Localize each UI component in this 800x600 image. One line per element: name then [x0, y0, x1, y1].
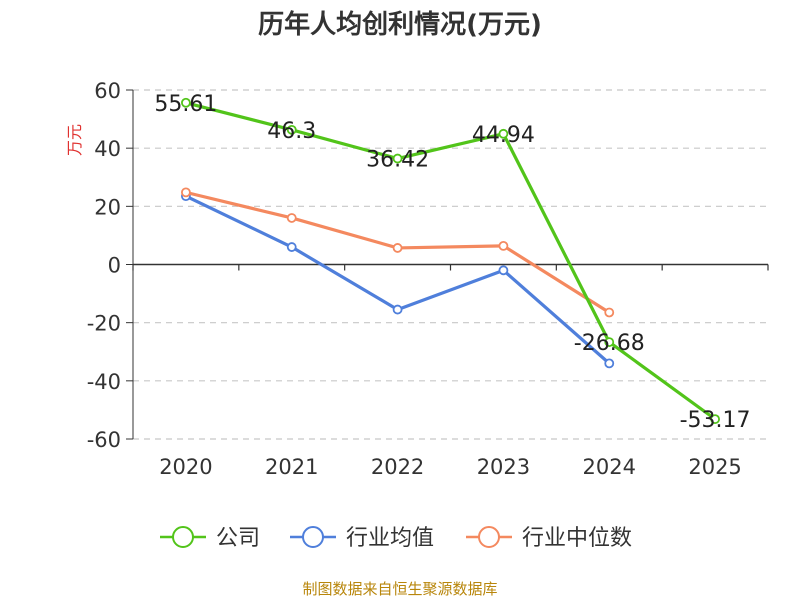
series-line-0	[185, 101, 717, 421]
data-point	[604, 337, 615, 347]
data-point	[604, 358, 615, 369]
x-tick-label: 2020	[159, 455, 212, 479]
chart-title: 历年人均创利情况(万元)	[258, 10, 542, 40]
y-tick-label: 60	[94, 79, 121, 103]
data-label: 44.94	[472, 123, 535, 148]
x-tick-label: 2022	[371, 455, 424, 479]
legend-label: 公司	[216, 526, 260, 551]
y-tick-label: -60	[87, 428, 121, 452]
data-point	[392, 243, 403, 253]
y-tick-label: -20	[87, 312, 121, 336]
source-note: 制图数据来自恒生聚源数据库	[302, 580, 498, 598]
legend-marker	[302, 526, 324, 548]
x-tick-label: 2024	[583, 455, 636, 479]
x-tick-label: 2025	[688, 455, 741, 479]
legend-marker	[478, 526, 500, 548]
data-point	[286, 242, 297, 252]
data-label: 46.3	[267, 119, 316, 144]
data-label: 55.61	[154, 92, 217, 117]
data-point	[710, 414, 720, 425]
data-point	[392, 153, 403, 164]
y-axis-label: 万元	[65, 124, 84, 156]
legend-label: 行业均值	[346, 526, 434, 551]
x-tick-label: 2021	[265, 455, 318, 479]
data-point	[498, 128, 509, 139]
data-point	[604, 307, 615, 318]
data-label: -26.68	[574, 331, 645, 356]
data-point	[181, 97, 191, 108]
data-label: -53.17	[680, 408, 751, 433]
legend-label: 行业中位数	[522, 526, 632, 551]
legend-marker	[172, 526, 194, 548]
data-point	[286, 213, 297, 223]
data-point	[392, 304, 403, 315]
y-tick-label: -40	[87, 370, 121, 394]
x-tick-label: 2023	[477, 455, 530, 479]
y-tick-label: 20	[94, 195, 121, 219]
data-point	[181, 187, 191, 198]
data-point	[498, 240, 509, 251]
data-point	[286, 124, 297, 135]
y-tick-label: 0	[108, 254, 121, 278]
data-point	[498, 265, 509, 276]
data-label: 36.42	[366, 148, 429, 173]
y-tick-label: 40	[94, 137, 121, 161]
series-line-1	[185, 194, 611, 365]
